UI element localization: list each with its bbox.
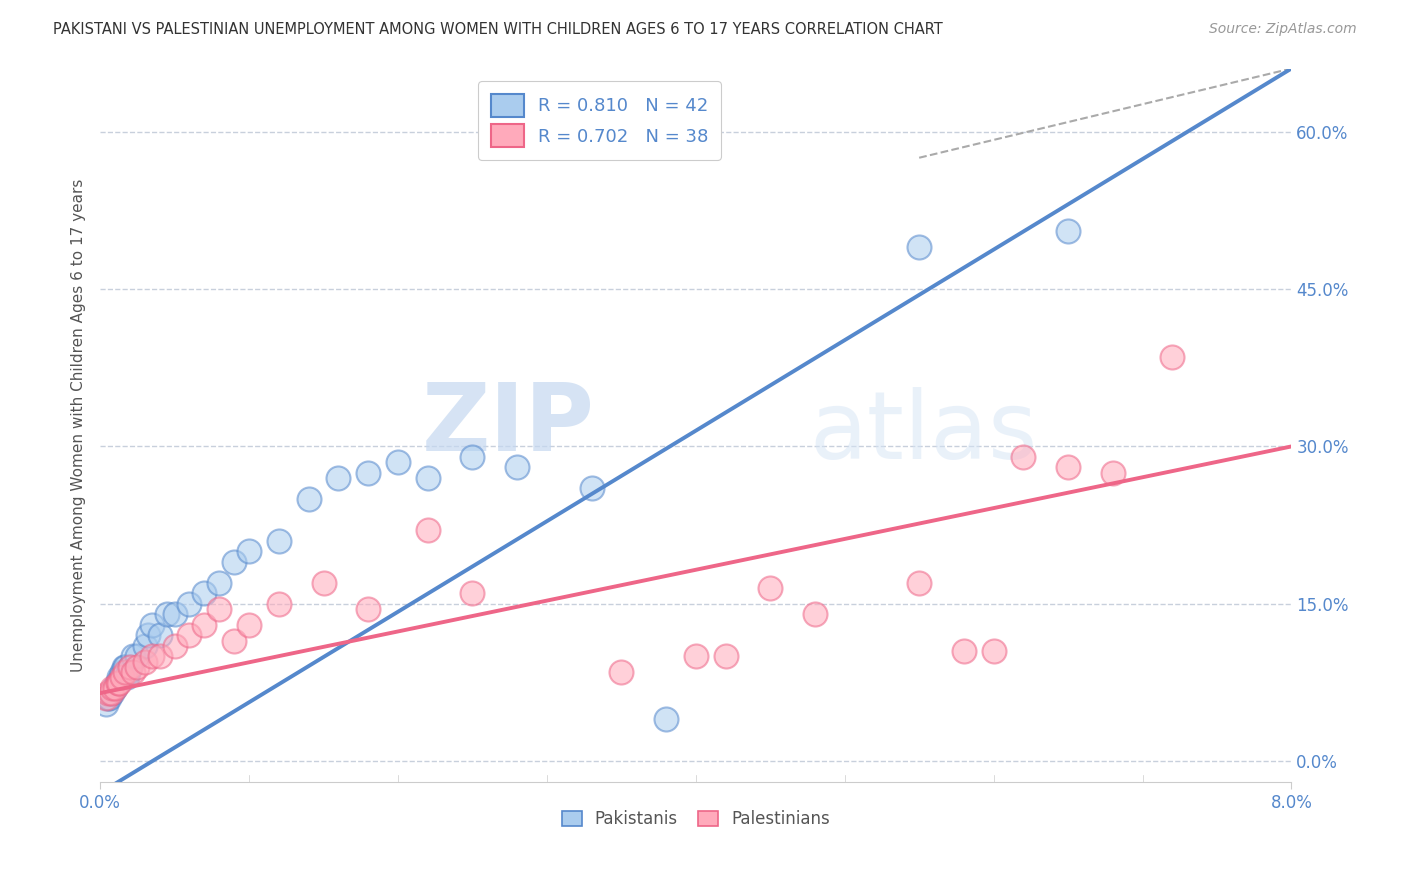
- Point: [104, 681, 127, 695]
- Point: [134, 655, 156, 669]
- Point: [179, 597, 201, 611]
- Text: atlas: atlas: [808, 386, 1038, 479]
- Point: [98, 691, 121, 706]
- Point: [136, 628, 159, 642]
- Point: [105, 675, 128, 690]
- Point: [461, 586, 484, 600]
- Point: [112, 660, 135, 674]
- Text: ZIP: ZIP: [422, 379, 595, 472]
- Point: [193, 618, 215, 632]
- Point: [100, 686, 122, 700]
- Point: [714, 649, 737, 664]
- Point: [127, 649, 149, 664]
- Point: [101, 686, 124, 700]
- Point: [267, 597, 290, 611]
- Point: [134, 639, 156, 653]
- Point: [97, 691, 120, 706]
- Point: [1012, 450, 1035, 464]
- Point: [122, 665, 145, 680]
- Point: [107, 675, 129, 690]
- Point: [1057, 460, 1080, 475]
- Y-axis label: Unemployment Among Women with Children Ages 6 to 17 years: Unemployment Among Women with Children A…: [72, 178, 86, 673]
- Point: [357, 602, 380, 616]
- Point: [94, 697, 117, 711]
- Point: [387, 455, 409, 469]
- Point: [238, 544, 260, 558]
- Point: [224, 633, 246, 648]
- Point: [114, 660, 136, 674]
- Point: [357, 466, 380, 480]
- Point: [1101, 466, 1123, 480]
- Point: [149, 628, 172, 642]
- Point: [224, 555, 246, 569]
- Point: [122, 649, 145, 664]
- Point: [163, 607, 186, 622]
- Text: Source: ZipAtlas.com: Source: ZipAtlas.com: [1209, 22, 1357, 37]
- Point: [141, 649, 163, 664]
- Point: [118, 660, 141, 674]
- Point: [238, 618, 260, 632]
- Point: [156, 607, 179, 622]
- Point: [107, 675, 129, 690]
- Point: [297, 491, 319, 506]
- Point: [312, 575, 335, 590]
- Point: [111, 665, 134, 680]
- Point: [328, 471, 350, 485]
- Point: [416, 524, 439, 538]
- Point: [149, 649, 172, 664]
- Point: [953, 644, 976, 658]
- Point: [208, 575, 231, 590]
- Point: [1161, 350, 1184, 364]
- Point: [108, 675, 131, 690]
- Point: [506, 460, 529, 475]
- Point: [114, 665, 136, 680]
- Point: [141, 618, 163, 632]
- Point: [804, 607, 827, 622]
- Point: [163, 639, 186, 653]
- Point: [108, 670, 131, 684]
- Point: [94, 691, 117, 706]
- Point: [127, 660, 149, 674]
- Point: [908, 240, 931, 254]
- Point: [100, 686, 122, 700]
- Point: [118, 660, 141, 674]
- Legend: Pakistanis, Palestinians: Pakistanis, Palestinians: [555, 804, 837, 835]
- Point: [1057, 224, 1080, 238]
- Point: [179, 628, 201, 642]
- Point: [111, 670, 134, 684]
- Point: [983, 644, 1005, 658]
- Point: [97, 686, 120, 700]
- Point: [908, 575, 931, 590]
- Point: [685, 649, 707, 664]
- Point: [208, 602, 231, 616]
- Point: [655, 712, 678, 726]
- Point: [101, 681, 124, 695]
- Point: [104, 681, 127, 695]
- Point: [610, 665, 633, 680]
- Point: [110, 670, 132, 684]
- Text: PAKISTANI VS PALESTINIAN UNEMPLOYMENT AMONG WOMEN WITH CHILDREN AGES 6 TO 17 YEA: PAKISTANI VS PALESTINIAN UNEMPLOYMENT AM…: [53, 22, 943, 37]
- Point: [267, 533, 290, 548]
- Point: [416, 471, 439, 485]
- Point: [759, 581, 782, 595]
- Point: [461, 450, 484, 464]
- Point: [117, 665, 139, 680]
- Point: [115, 670, 138, 684]
- Point: [193, 586, 215, 600]
- Point: [103, 681, 125, 695]
- Point: [581, 482, 603, 496]
